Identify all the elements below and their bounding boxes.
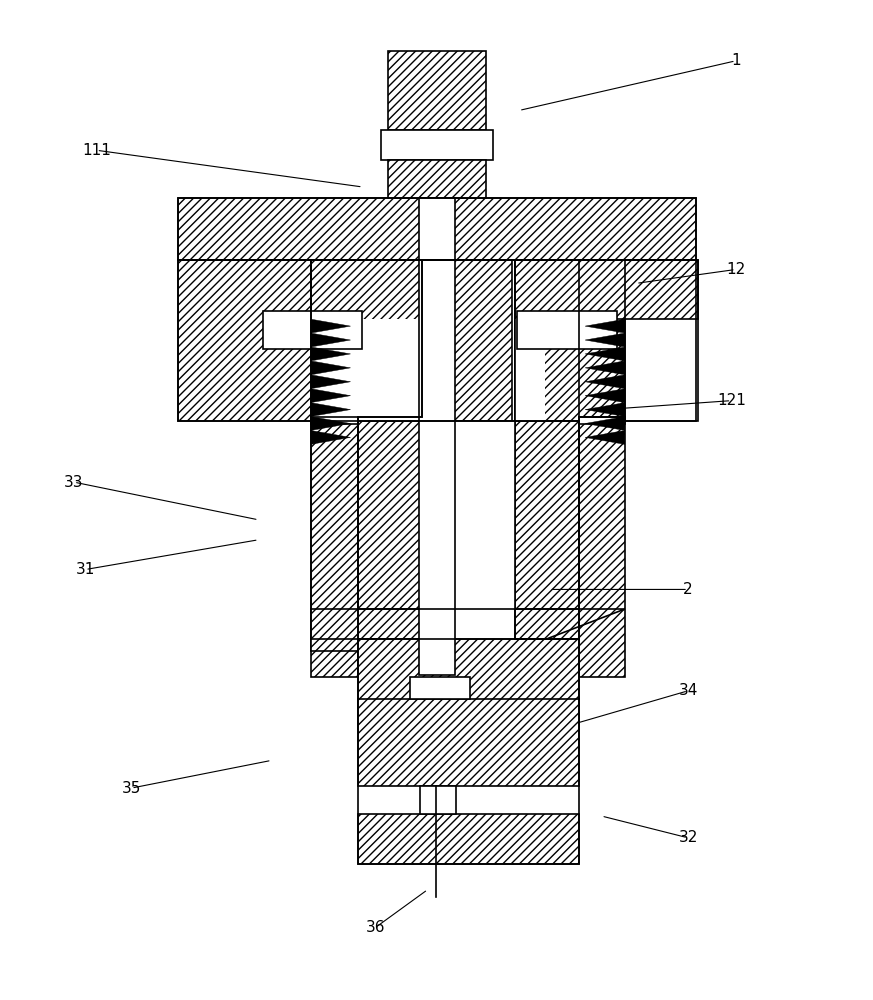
Polygon shape — [585, 361, 625, 375]
Bar — [359, 421, 579, 609]
Text: 33: 33 — [64, 475, 84, 490]
Bar — [178, 198, 697, 260]
Polygon shape — [311, 430, 351, 444]
Bar — [388, 160, 485, 198]
Polygon shape — [311, 361, 351, 375]
Bar — [178, 260, 697, 421]
Bar — [515, 260, 625, 677]
Text: 35: 35 — [121, 781, 141, 796]
Bar — [359, 699, 579, 786]
Polygon shape — [585, 430, 625, 444]
Bar — [178, 198, 697, 260]
Bar — [359, 639, 579, 729]
Polygon shape — [178, 260, 359, 421]
Bar — [388, 51, 485, 130]
Text: 111: 111 — [82, 143, 111, 158]
Polygon shape — [311, 333, 351, 347]
Text: 12: 12 — [726, 262, 746, 277]
Text: 1: 1 — [731, 53, 740, 68]
Text: 36: 36 — [366, 920, 386, 935]
Polygon shape — [311, 403, 351, 417]
Polygon shape — [311, 417, 359, 424]
Bar — [518, 311, 617, 349]
Polygon shape — [311, 389, 351, 403]
Polygon shape — [311, 609, 422, 677]
Polygon shape — [311, 347, 351, 361]
Polygon shape — [585, 347, 625, 361]
Polygon shape — [579, 417, 625, 424]
Bar — [359, 814, 579, 864]
Bar — [359, 639, 579, 864]
Text: 34: 34 — [678, 683, 698, 698]
Bar — [359, 421, 422, 609]
Polygon shape — [585, 375, 625, 389]
Polygon shape — [311, 319, 351, 333]
Polygon shape — [585, 333, 625, 347]
Polygon shape — [585, 319, 625, 333]
Polygon shape — [585, 417, 625, 430]
Polygon shape — [585, 403, 625, 417]
Polygon shape — [311, 375, 351, 389]
Text: 32: 32 — [678, 830, 698, 845]
Text: 31: 31 — [75, 562, 95, 577]
Bar — [422, 421, 515, 609]
Bar — [410, 677, 470, 699]
Polygon shape — [311, 417, 351, 430]
Text: 2: 2 — [684, 582, 693, 597]
Bar — [420, 260, 512, 421]
Text: 121: 121 — [717, 393, 746, 408]
Bar — [420, 786, 456, 814]
Bar — [419, 198, 455, 675]
Polygon shape — [515, 609, 625, 677]
Bar — [382, 130, 492, 160]
Bar — [263, 311, 362, 349]
Polygon shape — [515, 260, 698, 421]
Bar — [311, 319, 422, 421]
Bar — [515, 319, 546, 421]
Bar — [515, 421, 579, 609]
Bar — [311, 260, 422, 677]
Polygon shape — [585, 389, 625, 403]
